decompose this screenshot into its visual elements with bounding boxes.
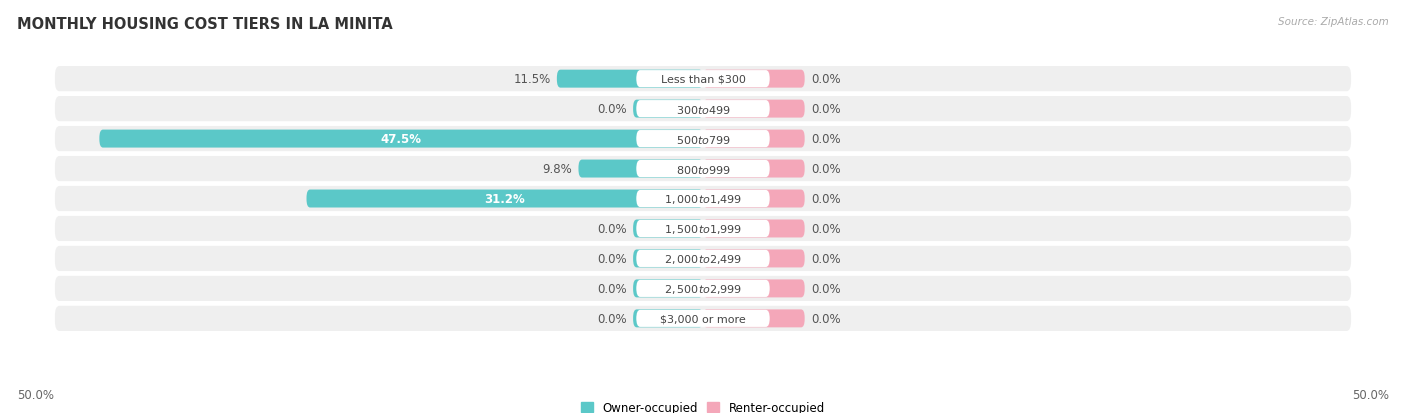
Text: $3,000 or more: $3,000 or more [661, 313, 745, 324]
FancyBboxPatch shape [55, 187, 1351, 211]
FancyBboxPatch shape [637, 280, 769, 297]
FancyBboxPatch shape [557, 71, 703, 88]
FancyBboxPatch shape [307, 190, 703, 208]
Text: 9.8%: 9.8% [543, 163, 572, 176]
Text: 50.0%: 50.0% [1353, 388, 1389, 401]
Text: 0.0%: 0.0% [598, 312, 627, 325]
Text: MONTHLY HOUSING COST TIERS IN LA MINITA: MONTHLY HOUSING COST TIERS IN LA MINITA [17, 17, 392, 31]
FancyBboxPatch shape [633, 310, 703, 328]
FancyBboxPatch shape [55, 67, 1351, 92]
FancyBboxPatch shape [55, 246, 1351, 271]
Text: $1,000 to $1,499: $1,000 to $1,499 [664, 192, 742, 206]
Legend: Owner-occupied, Renter-occupied: Owner-occupied, Renter-occupied [581, 401, 825, 413]
Text: 0.0%: 0.0% [598, 103, 627, 116]
Text: $2,000 to $2,499: $2,000 to $2,499 [664, 252, 742, 265]
Text: $500 to $799: $500 to $799 [675, 133, 731, 145]
Text: 0.0%: 0.0% [811, 223, 841, 235]
Text: 50.0%: 50.0% [17, 388, 53, 401]
Text: 0.0%: 0.0% [811, 252, 841, 265]
FancyBboxPatch shape [637, 161, 769, 178]
Text: 0.0%: 0.0% [811, 133, 841, 146]
Text: $2,500 to $2,999: $2,500 to $2,999 [664, 282, 742, 295]
Text: 0.0%: 0.0% [811, 73, 841, 86]
Text: $1,500 to $1,999: $1,500 to $1,999 [664, 223, 742, 235]
FancyBboxPatch shape [637, 221, 769, 237]
FancyBboxPatch shape [633, 250, 703, 268]
Text: 0.0%: 0.0% [811, 282, 841, 295]
FancyBboxPatch shape [703, 160, 804, 178]
FancyBboxPatch shape [703, 100, 804, 118]
Text: $300 to $499: $300 to $499 [675, 103, 731, 115]
Text: 0.0%: 0.0% [811, 163, 841, 176]
FancyBboxPatch shape [703, 310, 804, 328]
FancyBboxPatch shape [100, 130, 703, 148]
Text: 0.0%: 0.0% [598, 252, 627, 265]
FancyBboxPatch shape [637, 310, 769, 327]
FancyBboxPatch shape [55, 276, 1351, 301]
Text: 0.0%: 0.0% [598, 282, 627, 295]
Text: $800 to $999: $800 to $999 [675, 163, 731, 175]
FancyBboxPatch shape [703, 220, 804, 238]
Text: 11.5%: 11.5% [513, 73, 551, 86]
FancyBboxPatch shape [637, 71, 769, 88]
FancyBboxPatch shape [703, 71, 804, 88]
Text: Less than $300: Less than $300 [661, 74, 745, 84]
FancyBboxPatch shape [55, 306, 1351, 331]
FancyBboxPatch shape [703, 280, 804, 298]
FancyBboxPatch shape [637, 250, 769, 267]
Text: 0.0%: 0.0% [811, 103, 841, 116]
FancyBboxPatch shape [55, 127, 1351, 152]
FancyBboxPatch shape [578, 160, 703, 178]
FancyBboxPatch shape [633, 220, 703, 238]
Text: 0.0%: 0.0% [598, 223, 627, 235]
FancyBboxPatch shape [637, 190, 769, 208]
Text: 47.5%: 47.5% [381, 133, 422, 146]
FancyBboxPatch shape [55, 157, 1351, 182]
FancyBboxPatch shape [55, 97, 1351, 122]
FancyBboxPatch shape [703, 190, 804, 208]
FancyBboxPatch shape [637, 101, 769, 118]
FancyBboxPatch shape [633, 280, 703, 298]
FancyBboxPatch shape [637, 131, 769, 148]
FancyBboxPatch shape [55, 216, 1351, 242]
FancyBboxPatch shape [703, 130, 804, 148]
Text: Source: ZipAtlas.com: Source: ZipAtlas.com [1278, 17, 1389, 26]
Text: 0.0%: 0.0% [811, 312, 841, 325]
FancyBboxPatch shape [703, 250, 804, 268]
FancyBboxPatch shape [633, 100, 703, 118]
Text: 31.2%: 31.2% [485, 192, 524, 206]
Text: 0.0%: 0.0% [811, 192, 841, 206]
